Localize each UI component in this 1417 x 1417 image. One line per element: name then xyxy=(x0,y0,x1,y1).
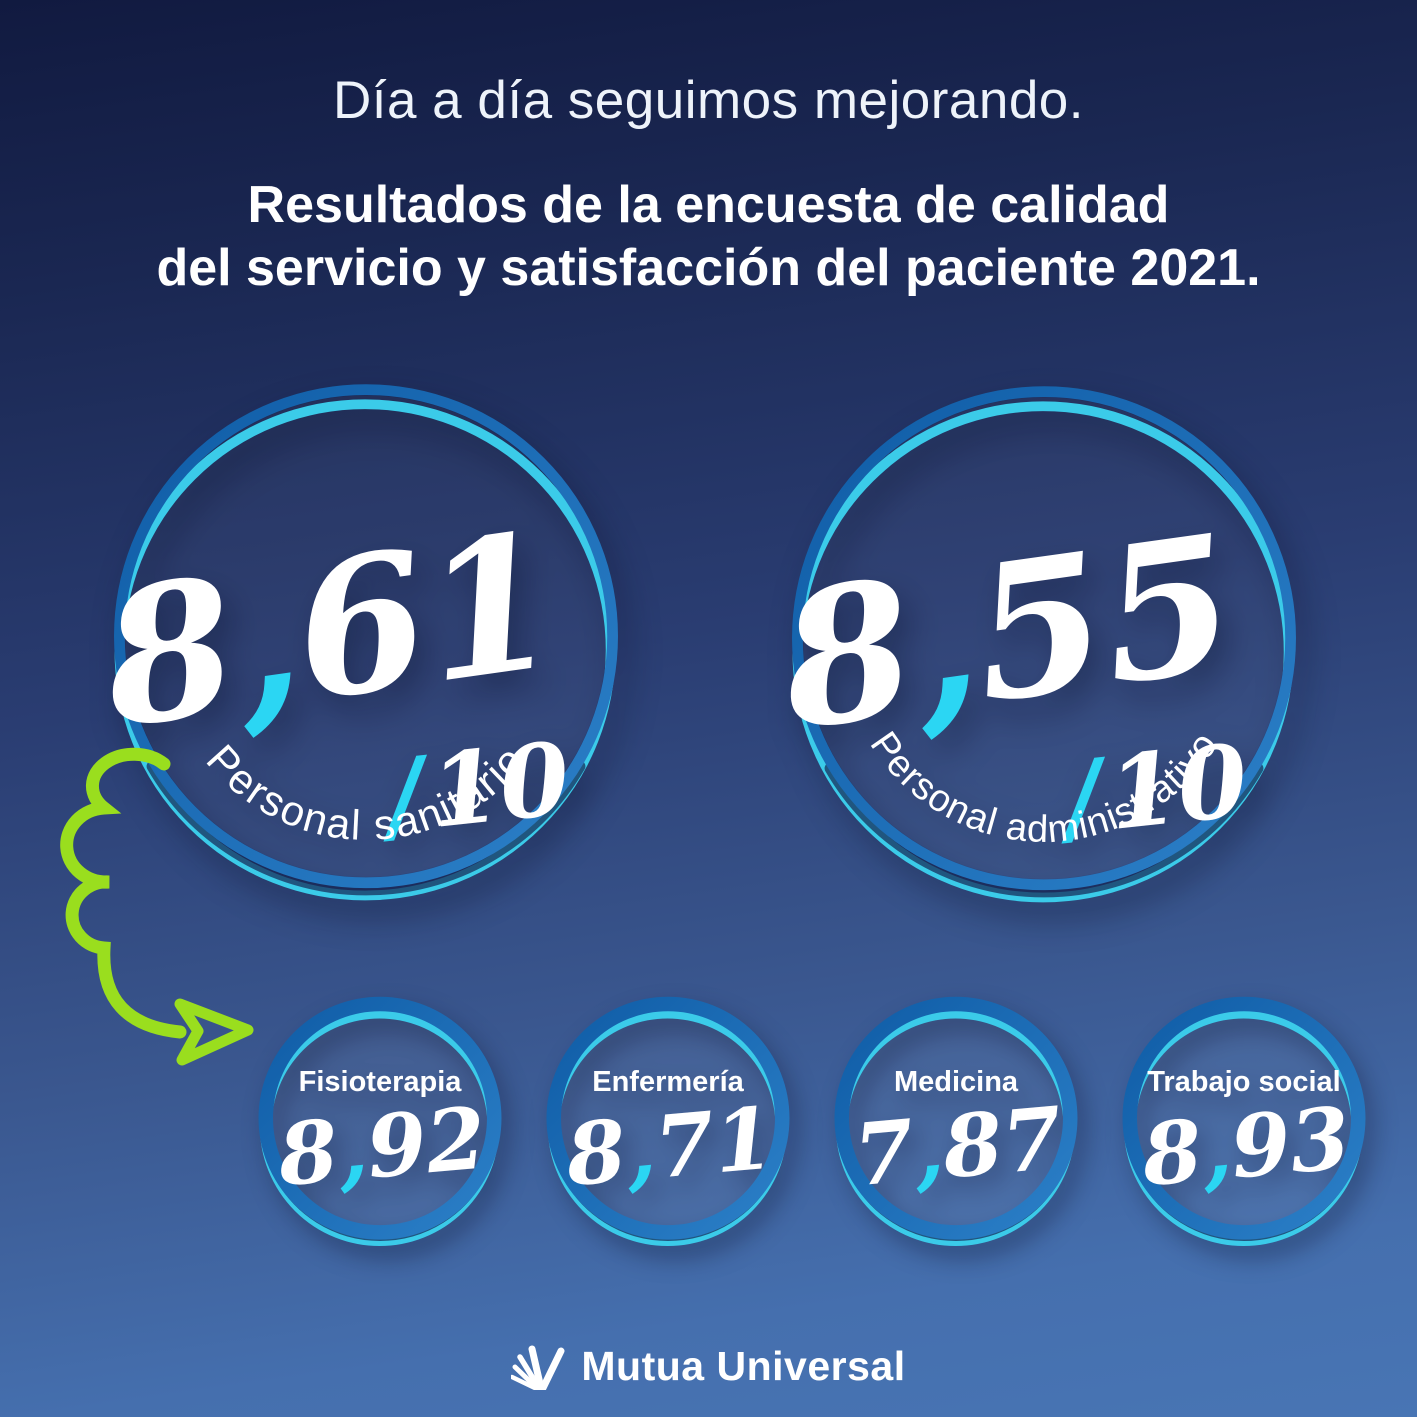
main-score-value: 8,55 xyxy=(770,492,1247,772)
blue-ring xyxy=(834,996,1078,1240)
score-decimals: 93 xyxy=(1227,1088,1354,1198)
score-integer: 7 xyxy=(850,1101,918,1206)
main-score-circle-personal-administrativo: 8,55 /10 Personal administrativo xyxy=(770,386,1296,903)
score-decimals: 87 xyxy=(938,1088,1066,1198)
out-of-value: 10 xyxy=(1103,721,1253,853)
arrow-squiggle xyxy=(60,747,187,1039)
sub-score-value: 8,71 xyxy=(561,1088,777,1206)
circle-interior xyxy=(1136,1012,1352,1228)
sub-score-label: Enfermería xyxy=(592,1066,744,1098)
sub-score-circle-fisioterapia: Fisioterapia 8,92 xyxy=(258,996,502,1247)
score-decimals: 55 xyxy=(960,492,1247,745)
blue-ring xyxy=(1122,996,1366,1240)
score-out-of: /10 xyxy=(1051,721,1253,858)
circle-interior xyxy=(848,1012,1064,1228)
sub-score-circle-medicina: Medicina 7,87 xyxy=(834,996,1078,1247)
blue-ring xyxy=(258,996,502,1240)
sub-score-label: Medicina xyxy=(894,1066,1019,1098)
blue-ring xyxy=(546,996,790,1240)
sub-score-circle-enfermeria: Enfermería 8,71 xyxy=(546,996,790,1247)
arrow-head xyxy=(174,998,254,1066)
circle-interior xyxy=(272,1012,488,1228)
title-line-2: del servicio y satisfacción del paciente… xyxy=(156,239,1261,298)
blue-ring xyxy=(792,386,1296,891)
sub-score-label: Fisioterapia xyxy=(299,1066,463,1098)
sub-score-value: 7,87 xyxy=(850,1088,1065,1206)
score-decimals: 92 xyxy=(363,1088,490,1198)
blue-ring xyxy=(114,384,618,889)
mutua-universal-logo-icon xyxy=(511,1345,565,1390)
curly-arrow-icon xyxy=(60,747,254,1066)
sub-score-circle-trabajo-social: Trabajo social 8,93 xyxy=(1122,996,1366,1247)
sub-score-value: 8,92 xyxy=(273,1088,489,1206)
score-integer: 8 xyxy=(92,535,249,770)
out-of-value: 10 xyxy=(425,719,575,851)
main-score-circle-personal-sanitario: 8,61 /10 Personal sanitario xyxy=(92,384,618,901)
score-decimals: 61 xyxy=(282,490,569,743)
page-title: Resultados de la encuesta de calidad del… xyxy=(0,174,1417,301)
tagline: Día a día seguimos mejorando. xyxy=(332,71,1084,130)
score-integer: 8 xyxy=(1137,1101,1206,1206)
score-integer: 8 xyxy=(561,1101,630,1206)
score-decimals: 71 xyxy=(651,1088,778,1198)
brand-name: Mutua Universal xyxy=(581,1342,906,1389)
footer: Mutua Universal xyxy=(0,1342,1417,1390)
sub-score-label: Trabajo social xyxy=(1147,1066,1340,1098)
main-score-value: 8,61 xyxy=(92,490,569,770)
score-integer: 8 xyxy=(273,1101,342,1206)
score-integer: 8 xyxy=(770,537,927,772)
sub-score-value: 8,93 xyxy=(1137,1088,1353,1206)
circle-interior xyxy=(560,1012,776,1228)
title-line-1: Resultados de la encuesta de calidad xyxy=(247,176,1170,234)
